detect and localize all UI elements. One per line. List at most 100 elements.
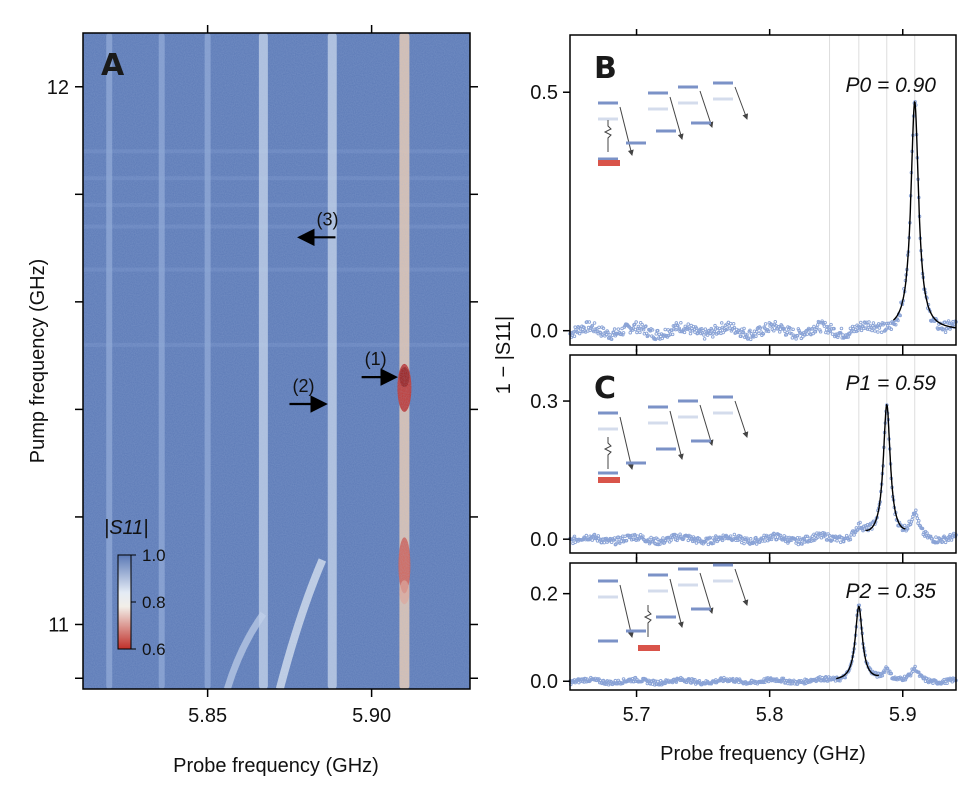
data-point [914, 508, 918, 512]
data-point [661, 536, 665, 540]
data-point [592, 321, 597, 325]
data-point [902, 678, 906, 682]
colorbar-tick-label: 1.0 [142, 546, 166, 565]
data-point [669, 538, 673, 542]
data-point [805, 332, 810, 336]
population-label: P1 = 0.59 [846, 372, 937, 395]
transition-arrow [669, 578, 684, 628]
data-point [602, 540, 606, 545]
data-point [948, 532, 952, 537]
data-point [949, 538, 954, 542]
data-point [894, 323, 898, 327]
y-tick-label-a: 12 [47, 77, 69, 99]
data-point [802, 682, 807, 686]
spectrum-panel-1: 0.0 0.5 P0 = 0.90 [530, 29, 958, 352]
data-point [686, 322, 691, 326]
data-point [843, 675, 847, 680]
data-point [859, 328, 864, 333]
data-point [925, 531, 929, 535]
x-tick-label-a: 5.85 [188, 705, 227, 727]
transition-arrow [619, 416, 634, 470]
panels-b-c-spectra: 0.0 0.5 P0 = 0.90 0.0 0.3 P1 = 0.59 0.0 0.2 5.7 5… [530, 29, 958, 726]
data-point [856, 328, 860, 333]
data-point [604, 332, 609, 337]
data-point [612, 330, 616, 335]
data-point [950, 322, 955, 327]
data-point [677, 326, 682, 331]
data-point [685, 680, 689, 684]
data-point [812, 324, 816, 329]
transition-arrow [734, 568, 749, 606]
data-point [742, 541, 746, 546]
data-point [732, 325, 737, 330]
data-point [945, 326, 949, 331]
data-point [880, 673, 885, 678]
data-point [858, 520, 862, 525]
data-point [876, 330, 880, 334]
data-point [758, 326, 763, 330]
data-point [612, 536, 617, 540]
data-point [911, 514, 915, 519]
data-point [705, 333, 710, 337]
data-point [635, 330, 639, 335]
data-point [709, 682, 714, 686]
transition-arrow [669, 410, 684, 460]
data-point [624, 538, 629, 543]
data-point [647, 537, 651, 542]
data-point [794, 337, 798, 341]
data-point [701, 328, 705, 333]
data-point [654, 332, 659, 336]
data-point [711, 335, 715, 339]
data-point [741, 330, 746, 334]
data-point [632, 322, 637, 327]
data-point [775, 537, 779, 542]
data-point [596, 534, 601, 538]
data-point [773, 320, 778, 324]
data-point [826, 331, 830, 335]
fit-curve [835, 605, 880, 680]
data-point [583, 676, 588, 681]
data-point [882, 670, 887, 674]
data-point [748, 537, 753, 541]
data-point [915, 516, 920, 520]
data-point [656, 328, 660, 333]
data-point [694, 326, 699, 330]
data-point [616, 327, 621, 331]
data-point [796, 542, 801, 547]
data-point [902, 523, 907, 528]
data-point [670, 332, 675, 337]
data-point [606, 330, 610, 335]
data-point [848, 537, 853, 542]
data-point [653, 337, 658, 342]
data-point [613, 678, 618, 683]
data-point [676, 536, 680, 540]
data-point [940, 539, 945, 544]
data-point [873, 329, 877, 333]
data-point [579, 329, 583, 334]
data-point [943, 330, 948, 335]
data-point [823, 320, 827, 325]
ground-state-level [598, 160, 620, 166]
data-point [694, 541, 699, 545]
data-point [628, 330, 632, 335]
data-point [610, 333, 615, 338]
data-point [920, 526, 925, 531]
x-axis-label-a: Probe frequency (GHz) [173, 755, 379, 777]
data-point [913, 664, 917, 669]
data-point [708, 331, 713, 336]
panel-a-annotations: (1) (2) (3) [289, 209, 399, 413]
data-point [789, 331, 794, 336]
data-point [693, 677, 697, 682]
data-point [636, 324, 641, 329]
ground-state-level [598, 477, 620, 483]
data-point [934, 535, 938, 539]
x-tick-label-a: 5.90 [352, 705, 391, 727]
x-axis-label-c: Probe frequency (GHz) [660, 743, 866, 765]
data-point [598, 330, 603, 335]
data-point [742, 326, 746, 331]
data-point [712, 329, 717, 334]
colorbar-label: |S11| [104, 517, 149, 539]
y-axis-label-a: Pump frequency (GHz) [27, 259, 49, 464]
data-point [679, 320, 683, 325]
data-point [649, 535, 653, 540]
